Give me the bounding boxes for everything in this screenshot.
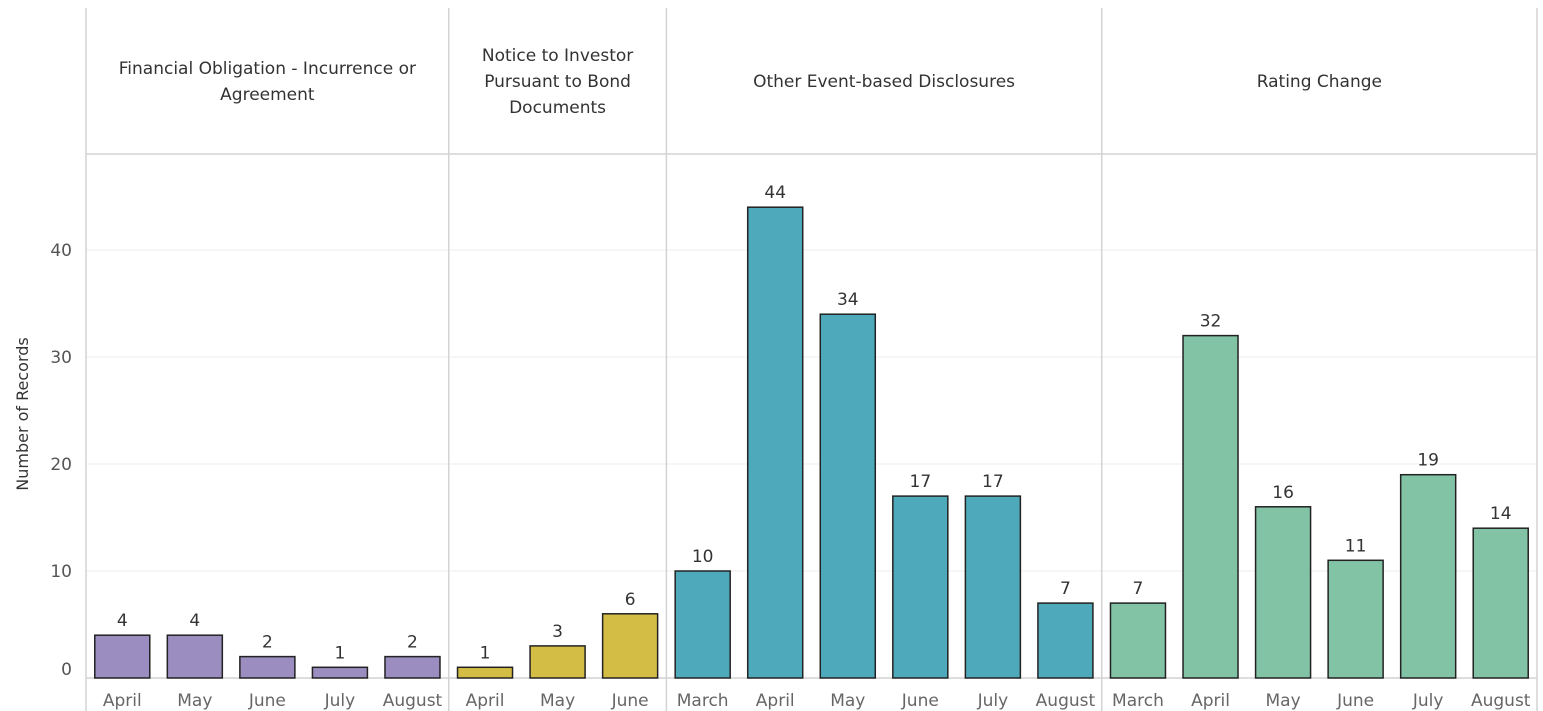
y-tick-label: 20 [50,455,72,475]
panel-header-title: Rating Change [1257,72,1382,92]
data-label: 19 [1417,451,1439,471]
bar [94,634,151,679]
data-label: 4 [189,611,200,631]
data-label: 17 [910,472,932,492]
data-label: 6 [625,590,636,610]
bar [1399,473,1457,679]
bar [1037,602,1094,679]
panel-header-title: Agreement [220,85,315,105]
x-tick-label: June [611,691,649,711]
x-tick-label: April [103,691,142,711]
x-tick-label: April [1191,691,1230,711]
bar [311,666,369,679]
data-label: 14 [1490,504,1512,524]
x-tick-label: June [1336,691,1374,711]
data-label: 1 [335,643,346,663]
y-axis: Number of Records 0 10 20 30 40 [13,241,72,680]
x-tick-label: April [756,691,795,711]
bar [746,206,804,679]
panel-header-title: Other Event-based Disclosures [753,72,1015,92]
bar [1327,559,1384,679]
y-tick-label: 40 [50,241,72,261]
x-tick-label: May [177,691,212,711]
x-tick-label: August [1471,691,1531,711]
data-label: 10 [692,547,714,567]
data-label: 44 [764,183,786,203]
panel-headers: Financial Obligation - Incurrence or Agre… [119,46,1382,118]
bar [601,613,659,679]
data-label: 7 [1060,579,1071,599]
bar [892,495,949,679]
gridlines [86,249,1537,572]
bar [964,495,1022,679]
data-label: 2 [262,633,273,653]
y-tick-label: 10 [50,562,72,582]
data-label: 34 [837,290,859,310]
x-tick-label: July [977,691,1009,711]
bar [456,666,514,679]
x-tick-label: May [1265,691,1300,711]
data-label: 16 [1272,483,1294,503]
bar [1254,506,1312,679]
x-tick-label: June [248,691,286,711]
x-tick-label: April [466,691,505,711]
data-label: 3 [552,622,563,642]
x-tick-label: July [1412,691,1444,711]
panel-header-title: Documents [509,98,606,118]
panel-header-title: Notice to Investor [482,46,633,66]
x-tick-label: July [324,691,356,711]
bar [819,313,877,679]
data-label: 17 [982,472,1004,492]
data-label: 2 [407,633,418,653]
x-tick-label: August [383,691,443,711]
data-label: 4 [117,611,128,631]
bar [529,645,586,679]
panel-dividers [85,8,1538,711]
x-tick-label: March [677,691,729,711]
y-axis-title: Number of Records [13,337,32,490]
data-label: 11 [1345,536,1367,556]
x-tick-label: August [1036,691,1096,711]
x-tick-label: March [1112,691,1164,711]
bar [674,570,731,679]
data-label: 7 [1133,579,1144,599]
bar [1182,334,1239,679]
panel-header-title: Financial Obligation - Incurrence or [119,59,416,79]
bar [239,655,296,679]
x-tick-label: May [540,691,575,711]
y-tick-label: 0 [61,660,72,680]
bars [94,206,1529,679]
bar [166,634,224,679]
data-label: 1 [480,643,491,663]
y-tick-label: 30 [50,348,72,368]
category-labels: April May June July August April May June March A… [103,691,1531,711]
x-tick-label: May [830,691,865,711]
bar [1109,602,1167,679]
bar [384,655,441,679]
bar [1472,527,1529,679]
panel-header-title: Pursuant to Bond [484,72,631,92]
data-label: 32 [1200,312,1222,332]
x-tick-label: June [901,691,939,711]
